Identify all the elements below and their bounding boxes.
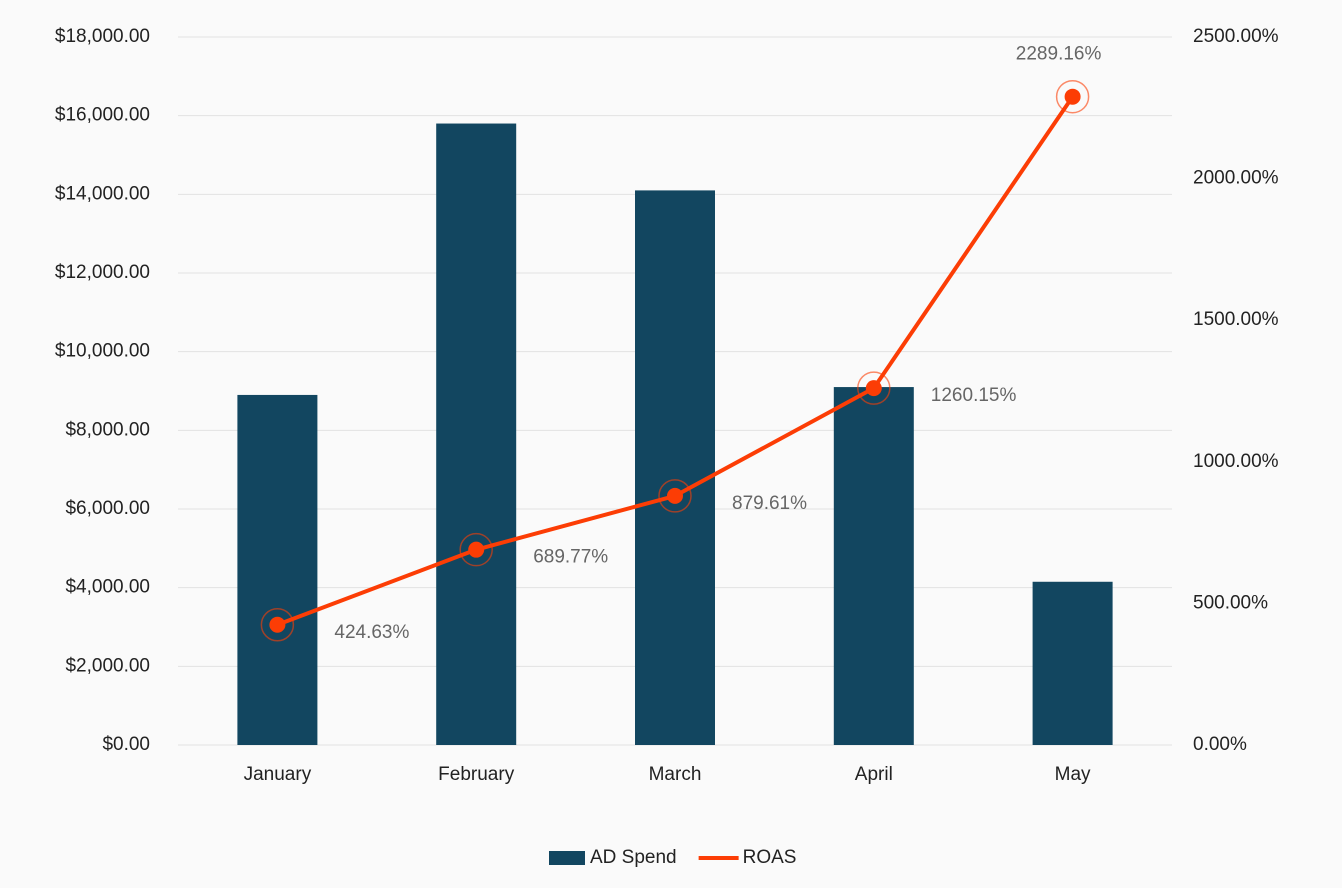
legend-swatch xyxy=(549,851,585,865)
data-label: 879.61% xyxy=(732,493,807,514)
y-tick-label: $0.00 xyxy=(102,734,150,755)
x-tick-label: January xyxy=(244,764,312,785)
y2-tick-label: 2500.00% xyxy=(1193,26,1279,47)
y2-tick-label: 0.00% xyxy=(1193,734,1247,755)
marker xyxy=(865,380,882,397)
legend-label: AD Spend xyxy=(590,847,677,868)
marker-ring xyxy=(1055,79,1090,114)
marker-ring xyxy=(459,532,493,567)
bar xyxy=(237,394,318,745)
data-label: 2289.16% xyxy=(1016,44,1102,65)
y2-tick-label: 1500.00% xyxy=(1193,309,1279,330)
x-tick-label: April xyxy=(855,764,893,785)
y2-tick-label: 1000.00% xyxy=(1193,451,1279,472)
marker-ring xyxy=(260,607,295,642)
x-tick-label: February xyxy=(438,764,515,785)
marker-ring xyxy=(658,479,692,513)
y-tick-label: $6,000.00 xyxy=(65,498,150,519)
y-tick-label: $12,000.00 xyxy=(55,262,150,283)
marker xyxy=(667,487,683,504)
y-tick-label: $2,000.00 xyxy=(65,655,150,676)
bar xyxy=(1032,581,1113,745)
bar xyxy=(833,387,914,745)
y-tick-label: $18,000.00 xyxy=(55,26,150,47)
data-label: 424.63% xyxy=(334,622,409,643)
y-tick-label: $4,000.00 xyxy=(65,577,150,598)
x-tick-label: March xyxy=(649,764,702,785)
y-tick-label: $16,000.00 xyxy=(55,105,150,126)
marker-ring xyxy=(857,371,891,405)
legend-label: ROAS xyxy=(743,847,797,868)
bar xyxy=(635,190,715,745)
marker xyxy=(468,541,485,558)
bar xyxy=(436,123,517,746)
y2-tick-label: 2000.00% xyxy=(1193,168,1279,189)
marker xyxy=(1064,88,1081,105)
y2-tick-label: 500.00% xyxy=(1193,592,1268,613)
x-tick-label: May xyxy=(1055,764,1091,785)
data-label: 1260.15% xyxy=(931,385,1017,406)
y-tick-label: $14,000.00 xyxy=(55,183,150,204)
y-tick-label: $8,000.00 xyxy=(65,419,150,440)
y-tick-label: $10,000.00 xyxy=(55,341,150,362)
marker xyxy=(269,616,286,633)
data-label: 689.77% xyxy=(533,547,608,568)
